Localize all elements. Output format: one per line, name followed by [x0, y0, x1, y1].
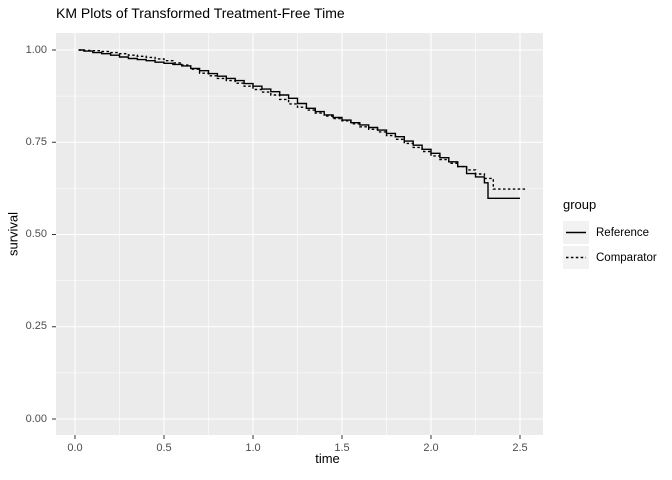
x-tick-label: 0.5	[156, 442, 172, 454]
legend-item-reference[interactable]: Reference	[563, 221, 671, 244]
y-tick-label: 0.25	[25, 320, 47, 333]
x-tick-label: 1.5	[334, 442, 350, 454]
y-tick-label: 0.50	[25, 228, 47, 240]
legend: group Reference Comparator	[563, 197, 671, 271]
legend-key-dashed-line-icon	[563, 246, 589, 269]
x-tick-label: 0.0	[67, 442, 83, 454]
plot-title: KM Plots of Transformed Treatment-Free T…	[56, 5, 345, 21]
y-tick-label: 0.00	[25, 412, 47, 425]
x-tick-label: 1.0	[245, 442, 261, 454]
y-tick-label: 1.00	[25, 43, 47, 56]
y-tick-label: 0.75	[25, 135, 47, 148]
comparator-curve	[78, 49, 526, 190]
legend-title: group	[563, 197, 597, 212]
x-axis-title: time	[315, 451, 340, 466]
legend-item-comparator[interactable]: Comparator	[563, 246, 671, 269]
legend-key-solid-line-icon	[563, 221, 589, 244]
legend-label-comparator: Comparator	[596, 251, 657, 264]
x-tick-label: 2.0	[423, 442, 439, 454]
reference-curve	[78, 49, 520, 199]
legend-label-reference: Reference	[596, 226, 650, 239]
x-tick-label: 2.5	[512, 442, 528, 454]
